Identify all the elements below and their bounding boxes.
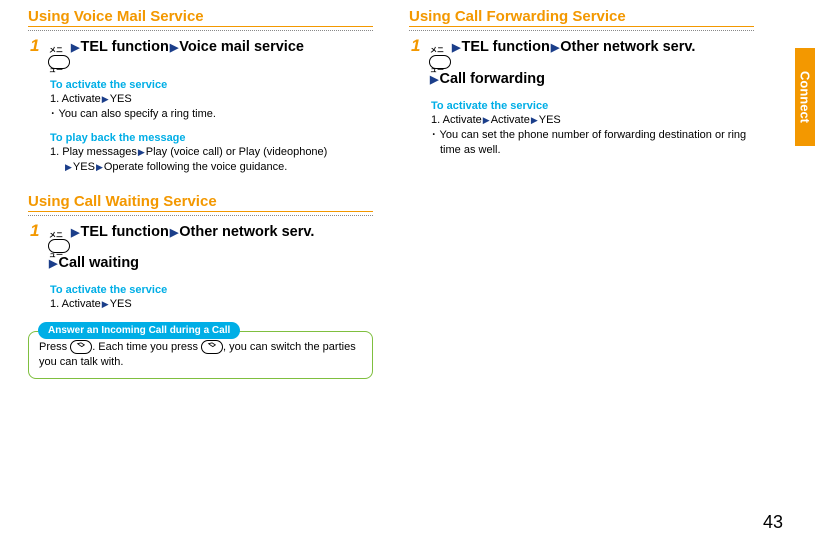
- step-instruction: メニュー▶TEL function▶Other network serv. ▶C…: [429, 37, 754, 90]
- step-part: Other network serv.: [179, 224, 314, 240]
- arrow-icon: ▶: [530, 113, 539, 128]
- step-part: Call waiting: [58, 255, 139, 271]
- step-part: Call forwarding: [439, 71, 545, 87]
- arrow-icon: ▶: [95, 160, 104, 175]
- step-part: Voice mail service: [179, 39, 304, 55]
- side-tab: Connect: [795, 48, 815, 146]
- step-part: TEL function: [461, 39, 549, 55]
- text: YES: [539, 114, 561, 126]
- arrow-icon: ▶: [169, 223, 179, 243]
- arrow-icon: ▶: [101, 297, 110, 312]
- arrow-icon: ▶: [48, 254, 58, 274]
- text: . Each time you press: [92, 341, 201, 353]
- section-title-forwarding: Using Call Forwarding Service: [409, 8, 754, 27]
- text: Press: [39, 341, 70, 353]
- sub-bullet: ･ You can set the phone number of forwar…: [431, 128, 754, 158]
- page-number: 43: [763, 512, 783, 533]
- text: Activate: [491, 114, 530, 126]
- arrow-icon: ▶: [169, 38, 179, 58]
- call-key-icon: [201, 340, 223, 354]
- sub-heading: To activate the service: [50, 284, 373, 296]
- sub-heading: To activate the service: [50, 79, 373, 91]
- arrow-icon: ▶: [451, 38, 461, 58]
- arrow-icon: ▶: [70, 223, 80, 243]
- divider: [28, 215, 373, 216]
- arrow-icon: ▶: [429, 70, 439, 90]
- sub-heading: To play back the message: [50, 132, 373, 144]
- sub-line: 1. Activate▶YES: [50, 92, 373, 107]
- divider: [28, 30, 373, 31]
- step-part: Other network serv.: [560, 39, 695, 55]
- text: 1. Activate: [431, 114, 482, 126]
- sub-line: 1. Play messages▶Play (voice call) or Pl…: [50, 145, 373, 160]
- step-instruction: メニュー▶TEL function▶Other network serv. ▶C…: [48, 222, 373, 275]
- step-part: TEL function: [80, 224, 168, 240]
- text: YES: [110, 93, 132, 105]
- arrow-icon: ▶: [64, 160, 73, 175]
- text: YES: [73, 161, 95, 173]
- text: 1. Play messages: [50, 146, 137, 158]
- arrow-icon: ▶: [70, 38, 80, 58]
- menu-icon: メニュー: [48, 239, 70, 253]
- arrow-icon: ▶: [101, 92, 110, 107]
- step-voicemail: 1 メニュー▶TEL function▶Voice mail service T…: [28, 37, 373, 175]
- step-number: 1: [411, 37, 423, 158]
- call-key-icon: [70, 340, 92, 354]
- step-number: 1: [30, 222, 42, 313]
- step-instruction: メニュー▶TEL function▶Voice mail service: [48, 37, 373, 69]
- callout: Answer an Incoming Call during a Call Pr…: [28, 322, 373, 379]
- menu-icon: メニュー: [48, 55, 70, 69]
- text: ･ You can set the phone number of forwar…: [431, 128, 754, 158]
- sub-line: ▶YES▶Operate following the voice guidanc…: [50, 160, 373, 175]
- text: Play (voice call) or Play (videophone): [146, 146, 328, 158]
- arrow-icon: ▶: [550, 38, 560, 58]
- callout-title: Answer an Incoming Call during a Call: [38, 322, 240, 339]
- step-forwarding: 1 メニュー▶TEL function▶Other network serv. …: [409, 37, 754, 158]
- menu-icon: メニュー: [429, 55, 451, 69]
- step-part: TEL function: [80, 39, 168, 55]
- sub-line: 1. Activate▶YES: [50, 297, 373, 312]
- text: 1. Activate: [50, 93, 101, 105]
- text: YES: [110, 298, 132, 310]
- sub-heading: To activate the service: [431, 100, 754, 112]
- arrow-icon: ▶: [482, 113, 491, 128]
- text: 1. Activate: [50, 298, 101, 310]
- step-callwaiting: 1 メニュー▶TEL function▶Other network serv. …: [28, 222, 373, 313]
- text: Operate following the voice guidance.: [104, 161, 287, 173]
- sub-line: 1. Activate▶Activate▶YES: [431, 113, 754, 128]
- section-title-callwaiting: Using Call Waiting Service: [28, 193, 373, 212]
- divider: [409, 30, 754, 31]
- arrow-icon: ▶: [137, 145, 146, 160]
- section-title-voicemail: Using Voice Mail Service: [28, 8, 373, 27]
- step-number: 1: [30, 37, 42, 175]
- sub-bullet: ･ You can also specify a ring time.: [50, 107, 373, 122]
